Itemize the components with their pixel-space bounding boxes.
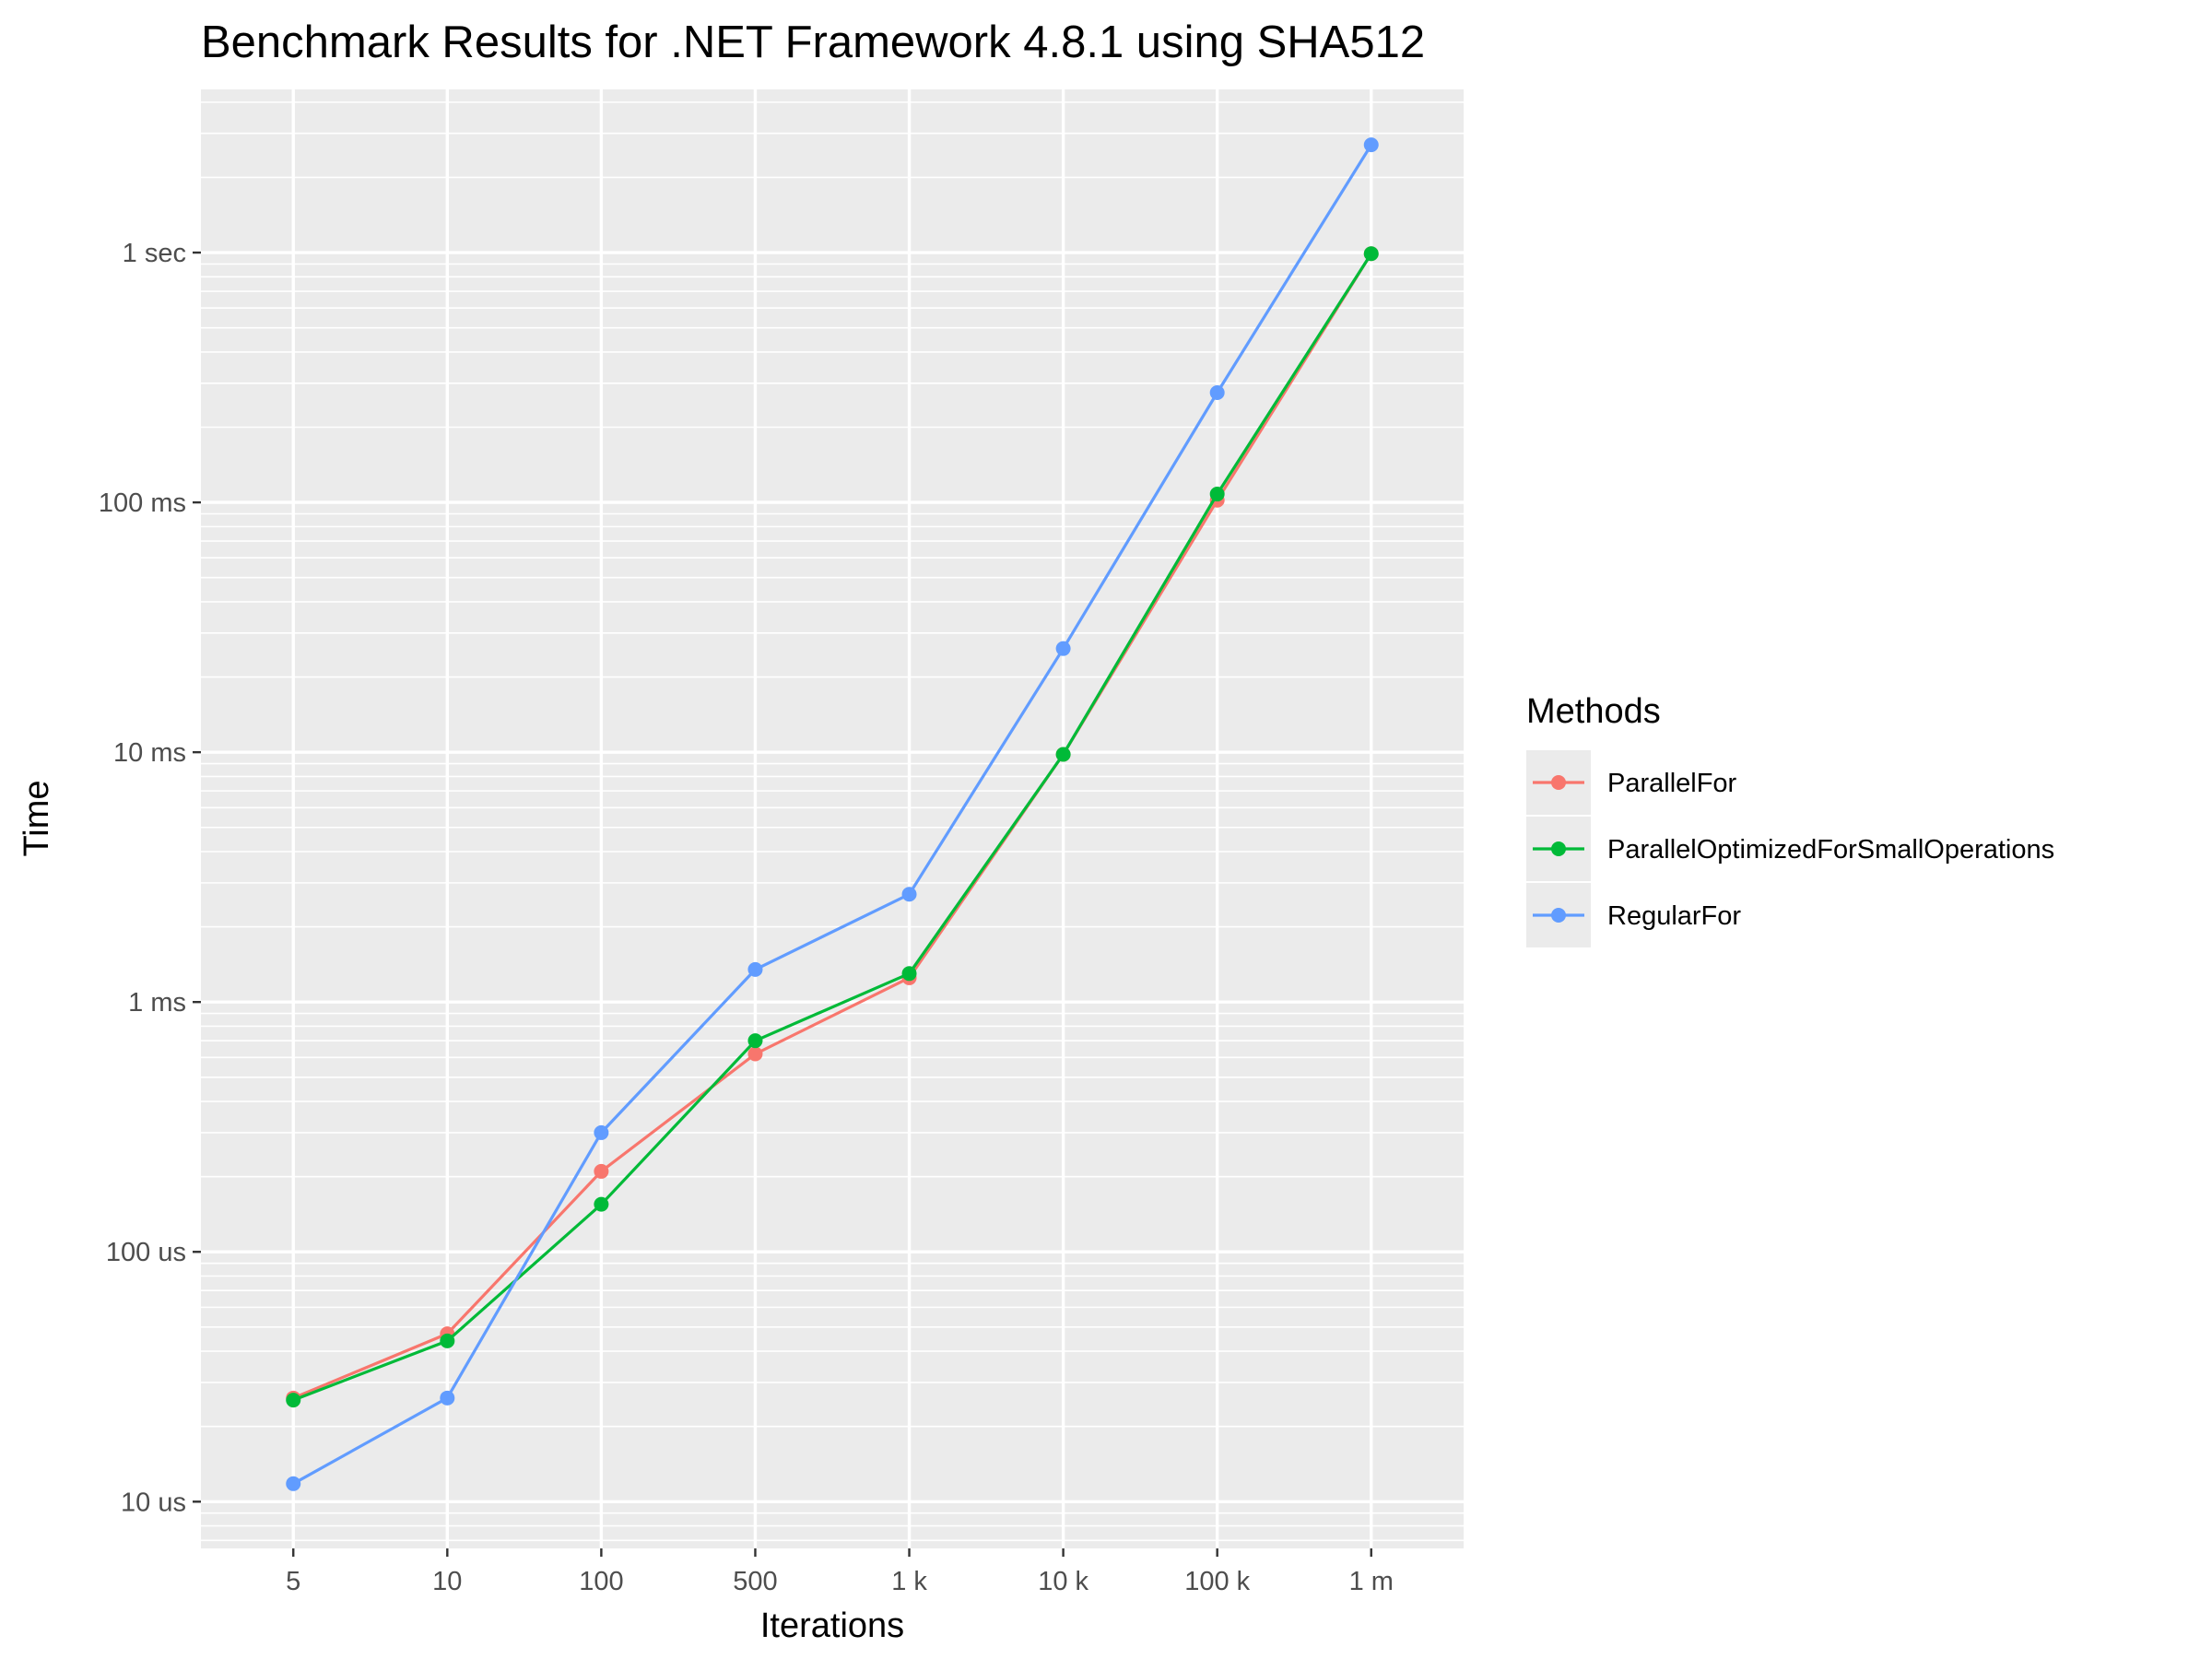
legend-label-regular-for: RegularFor [1607,901,1741,931]
x-axis: 5 10 100 500 1 k 10 k 100 k 1 m [286,1548,1394,1596]
series-line-parallel-optimized-for-small-operations [292,253,1373,1402]
x-tick-label: 10 k [1038,1567,1088,1596]
data-point-regular-for [901,887,917,902]
y-tick-label: 100 us [106,1238,186,1267]
data-point-parallel-for [747,1046,763,1062]
data-point-parallel-optimized-for-small-operations [1209,487,1225,502]
chart-title: Benchmark Results for .NET Framework 4.8… [201,18,1425,67]
major-gridlines [201,89,1464,1548]
data-point-parallel-optimized-for-small-operations [1363,246,1379,262]
y-tick-label: 1 ms [128,988,186,1018]
y-axis: 10 us 100 us 1 ms 10 ms 100 ms 1 sec [99,239,201,1517]
data-point-regular-for [747,961,763,977]
data-point-parallel-optimized-for-small-operations [594,1196,609,1212]
data-point-regular-for [1055,641,1071,656]
y-tick-label: 10 us [121,1488,186,1517]
series-line-regular-for [292,144,1373,1486]
legend-key-point-regular-for [1551,908,1566,923]
x-tick-label: 1 k [891,1567,927,1596]
minor-gridlines [201,101,1464,1542]
data-point-regular-for [594,1124,609,1140]
series-line-parallel-for [292,253,1373,1400]
x-tick-label: 5 [286,1567,300,1596]
x-tick-label: 100 [579,1567,623,1596]
x-axis-title: Iterations [760,1606,904,1645]
y-tick-label: 10 ms [113,738,186,768]
y-tick-label: 1 sec [123,239,186,268]
x-tick-label: 100 k [1184,1567,1250,1596]
data-point-parallel-optimized-for-small-operations [286,1393,301,1408]
legend-label-parallel-for: ParallelFor [1607,769,1737,798]
x-tick-label: 1 m [1349,1567,1394,1596]
data-point-regular-for [440,1390,455,1406]
data-point-regular-for [1363,137,1379,153]
y-tick-label: 100 ms [99,488,186,518]
x-tick-label: 500 [733,1567,777,1596]
series-layer [286,137,1379,1491]
legend-key-point-parallel-optimized-for-small-operations [1551,841,1566,856]
legend-title: Methods [1526,692,1661,731]
legend-key-point-parallel-for [1551,775,1566,790]
data-point-regular-for [1209,385,1225,401]
x-tick-label: 10 [432,1567,462,1596]
data-point-parallel-optimized-for-small-operations [901,966,917,982]
y-axis-title: Time [18,780,56,856]
data-point-parallel-optimized-for-small-operations [747,1033,763,1049]
legend-label-parallel-optimized-for-small-operations: ParallelOptimizedForSmallOperations [1607,835,2054,865]
data-point-regular-for [286,1476,301,1491]
data-point-parallel-optimized-for-small-operations [440,1333,455,1348]
data-point-parallel-for [594,1163,609,1179]
legend: Methods ParallelFor ParallelOptimizedForS… [1526,692,2054,947]
data-point-parallel-optimized-for-small-operations [1055,747,1071,762]
